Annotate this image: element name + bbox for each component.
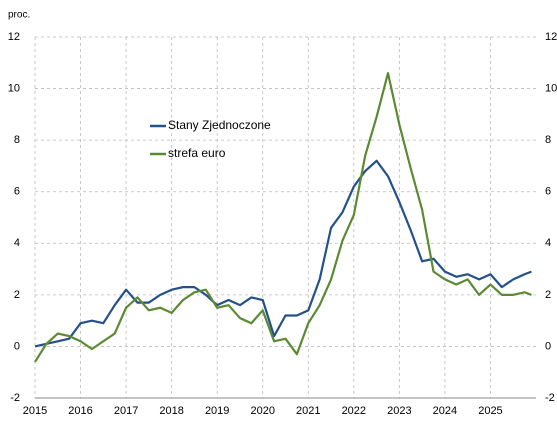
x-tick-label: 2023: [387, 405, 411, 417]
legend-label: strefa euro: [168, 146, 226, 160]
x-tick-label: 2019: [205, 405, 229, 417]
x-tick-label: 2024: [433, 405, 457, 417]
y2-tick-label: 12: [545, 31, 557, 43]
y2-tick-label: 0: [545, 340, 551, 352]
y-tick-label: 4: [14, 237, 20, 249]
y-tick-label: 10: [8, 82, 20, 94]
y-unit-label: proc.: [8, 10, 30, 21]
y2-tick-label: 4: [545, 237, 551, 249]
x-tick-label: 2016: [68, 405, 92, 417]
y-tick-label: 6: [14, 186, 20, 198]
x-tick-label: 2022: [342, 405, 366, 417]
series-line: [34, 159, 532, 348]
x-tick-label: 2025: [478, 405, 502, 417]
y-tick-label: 8: [14, 134, 20, 146]
x-tick-label: 2015: [23, 405, 47, 417]
y2-tick-label: -2: [545, 392, 555, 404]
y2-tick-label: 8: [545, 134, 551, 146]
series-line: [34, 71, 532, 363]
y-tick-label: 2: [14, 289, 20, 301]
y2-tick-label: 6: [545, 186, 551, 198]
y2-tick-label: 2: [545, 289, 551, 301]
x-tick-label: 2020: [250, 405, 274, 417]
legend-label: Stany Zjednoczone: [168, 118, 271, 132]
x-tick-label: 2018: [159, 405, 183, 417]
y-tick-label: 0: [14, 340, 20, 352]
y2-tick-label: 10: [545, 82, 557, 94]
y-tick-label: 12: [8, 31, 20, 43]
x-tick-label: 2017: [114, 405, 138, 417]
x-tick-label: 2021: [296, 405, 320, 417]
y-tick-label: -2: [10, 392, 20, 404]
